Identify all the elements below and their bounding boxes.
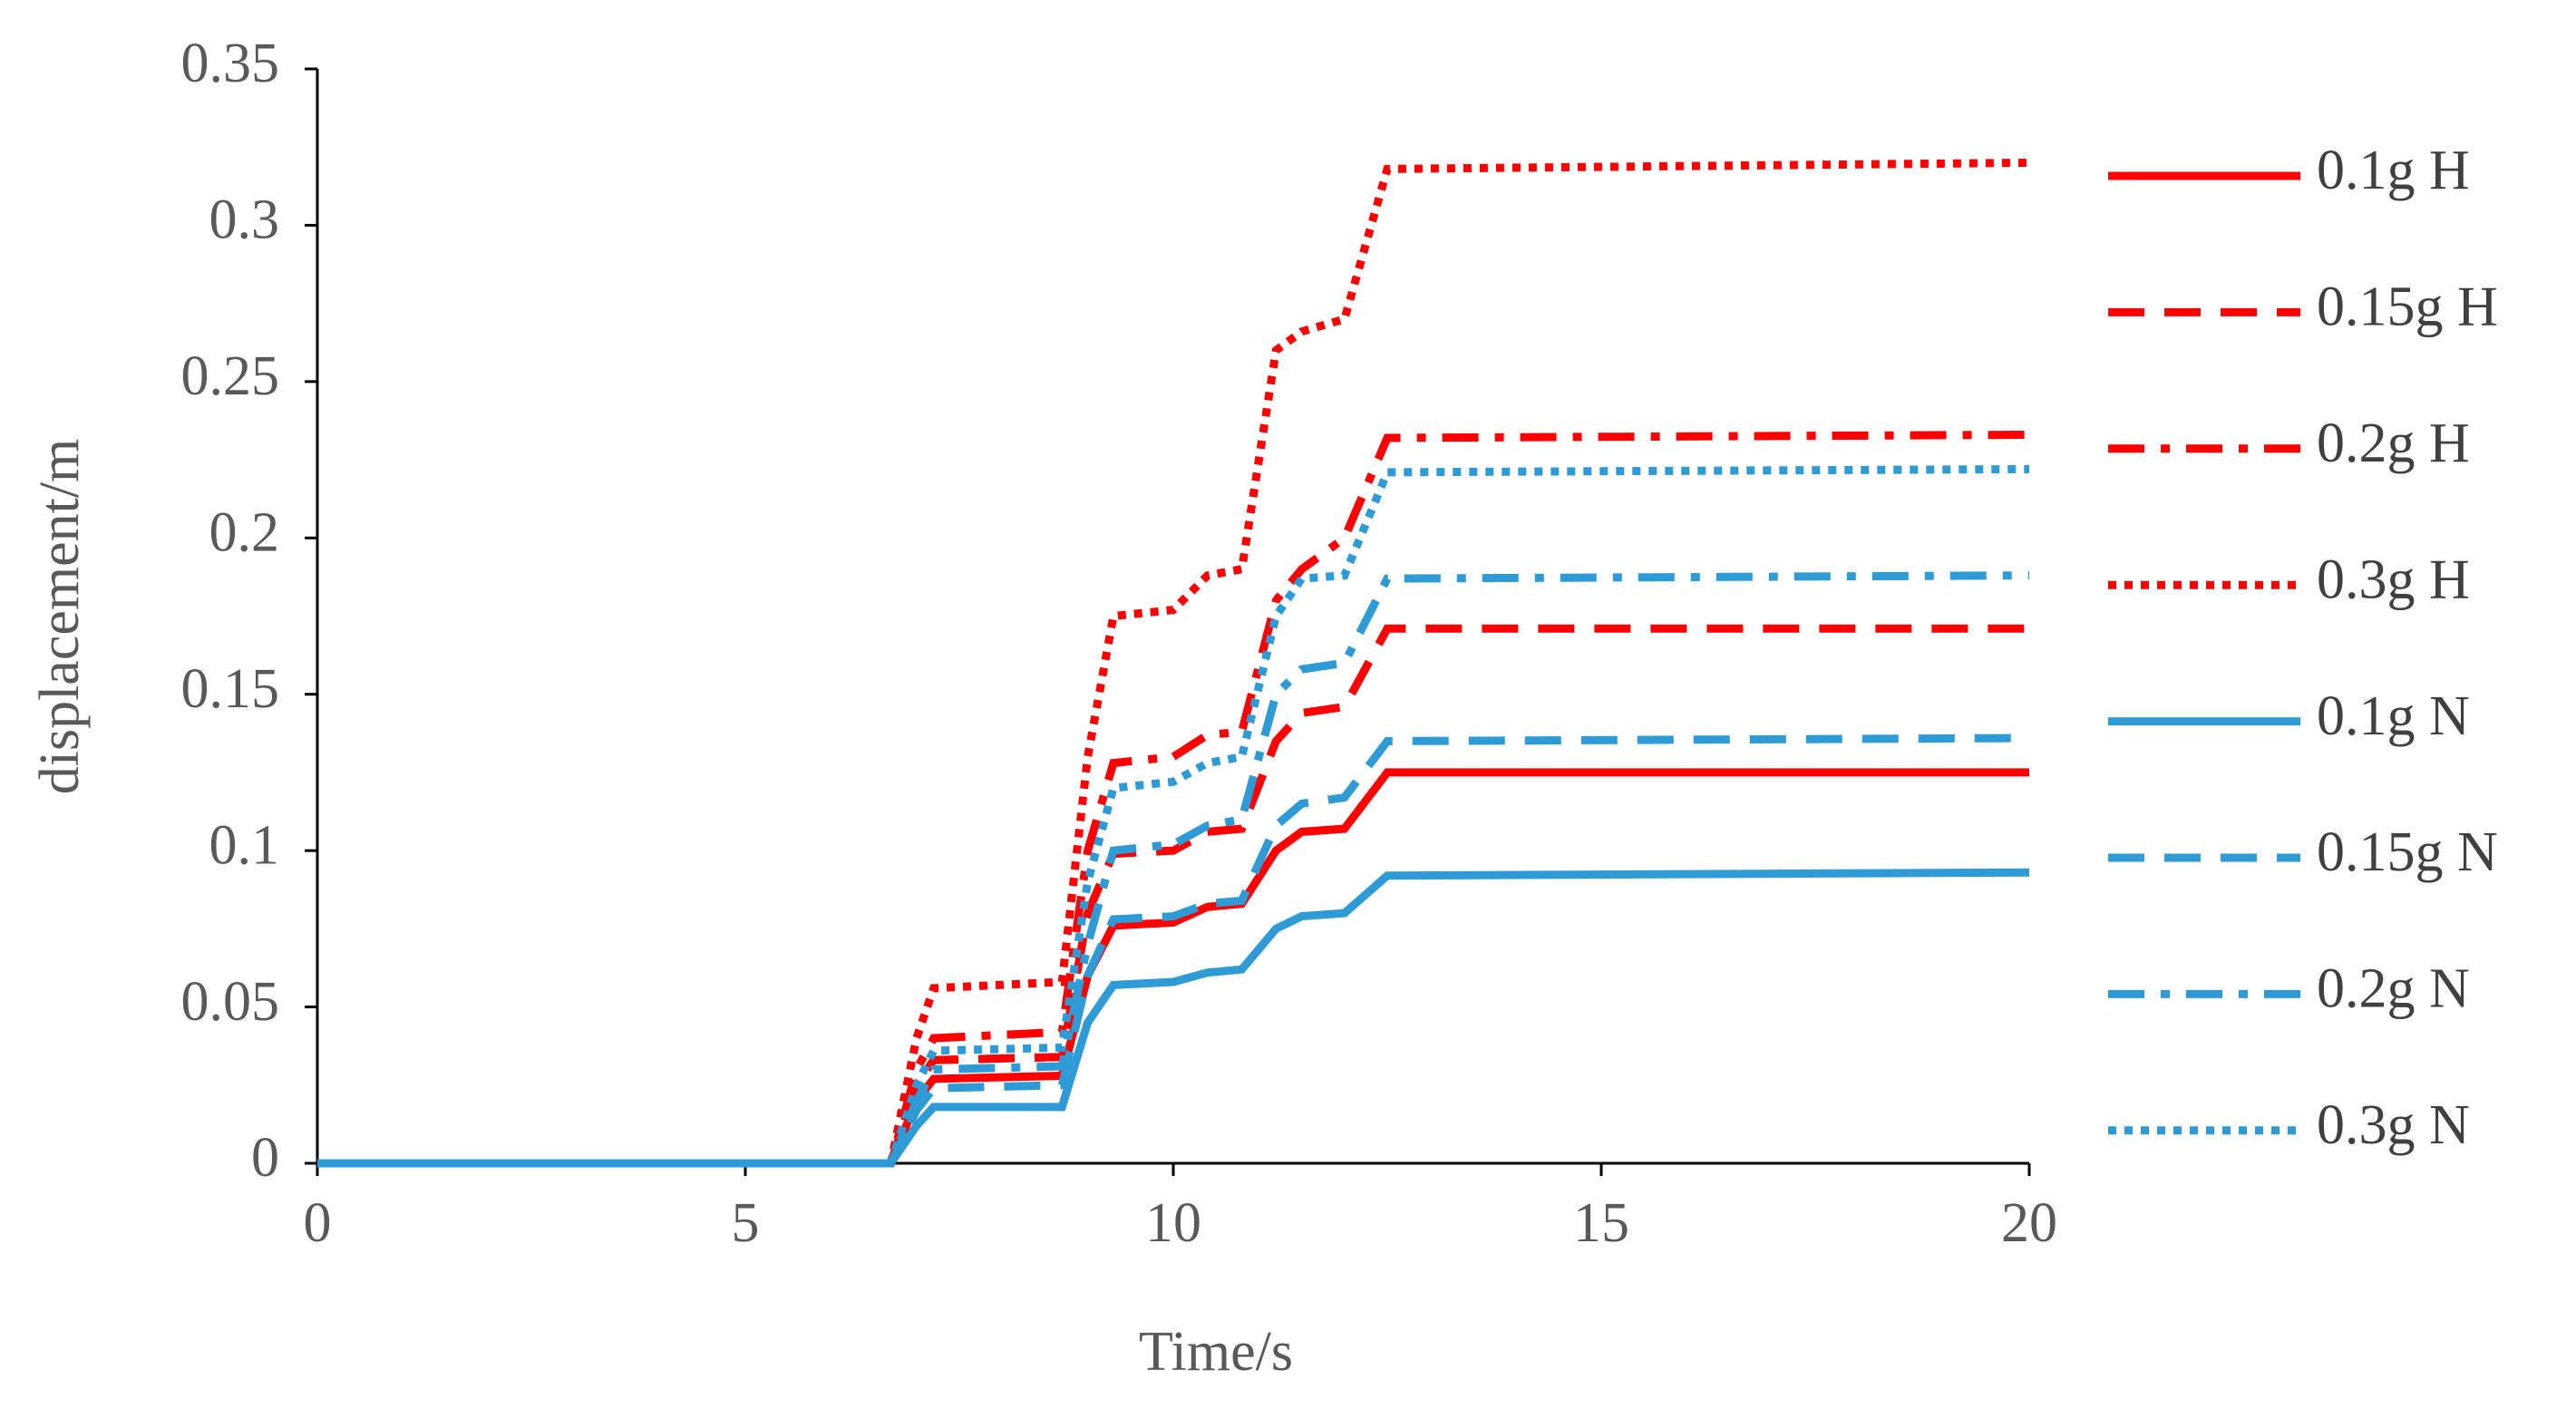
x-tick-label: 5: [732, 1192, 760, 1254]
y-tick-label: 0.25: [181, 345, 280, 407]
series-line: [317, 868, 2030, 1168]
x-tick-label: 10: [1145, 1192, 1201, 1254]
y-tick-label: 0: [251, 1127, 279, 1189]
y-tick-label: 0.15: [181, 658, 280, 720]
x-tick-label: 20: [2001, 1192, 2057, 1254]
x-tick-label: 0: [304, 1192, 332, 1254]
series-line: [317, 430, 2030, 1168]
series-line: [317, 768, 2029, 1168]
y-axis-label: displacement/m: [29, 439, 91, 795]
y-tick-label: 0.05: [181, 971, 280, 1033]
series-line: [317, 464, 2030, 1168]
legend-label: 0.1g N: [2317, 685, 2470, 747]
legend-label: 0.15g N: [2317, 821, 2498, 883]
series-line: [317, 158, 2030, 1168]
series-line: [317, 734, 2030, 1168]
legend-label: 0.2g N: [2317, 958, 2470, 1020]
series-line: [317, 624, 2029, 1168]
y-tick-label: 0.2: [209, 502, 280, 564]
legend-label: 0.2g H: [2317, 413, 2470, 474]
y-tick-label: 0.35: [181, 33, 280, 94]
legend-label: 0.3g H: [2317, 549, 2470, 610]
x-axis-label: Time/s: [1139, 1321, 1293, 1383]
legend-label: 0.1g H: [2317, 140, 2470, 201]
y-tick-label: 0.3: [209, 189, 280, 251]
legend-label: 0.15g H: [2317, 277, 2498, 338]
y-tick-label: 0.1: [209, 814, 280, 876]
series-line: [317, 571, 2030, 1168]
x-tick-label: 15: [1573, 1192, 1629, 1254]
legend-label: 0.3g N: [2317, 1094, 2470, 1156]
